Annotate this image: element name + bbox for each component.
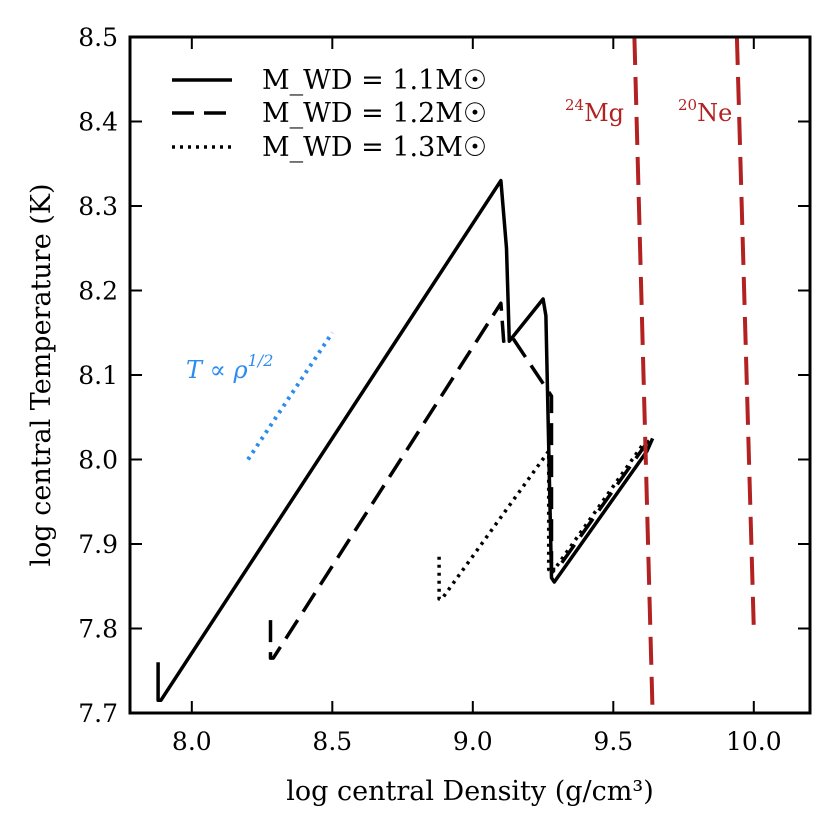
series-line-5 bbox=[246, 331, 334, 461]
plot-background bbox=[130, 37, 810, 713]
y-tick-label: 7.9 bbox=[78, 530, 118, 559]
x-axis-label: log central Density (g/cm³) bbox=[286, 776, 654, 807]
series-line-0 bbox=[156, 178, 655, 703]
y-tick-label: 8.2 bbox=[78, 277, 118, 306]
y-tick-label: 8.4 bbox=[78, 108, 118, 137]
y-tick-label: 7.8 bbox=[78, 615, 118, 644]
series-line-1 bbox=[268, 301, 654, 660]
series-line-3 bbox=[632, 37, 655, 713]
annotation-scaling-sup: 1/2 bbox=[248, 351, 274, 370]
y-tick-label: 8.3 bbox=[78, 192, 118, 221]
y-axis-label: log central Temperature (K) bbox=[26, 183, 57, 566]
x-tick-label: 9.0 bbox=[453, 727, 493, 756]
annotation-scaling-law: T ∝ ρ1/2 bbox=[186, 351, 273, 384]
legend-label-2: M_WD = 1.2M☉ bbox=[262, 98, 487, 129]
x-tick-label: 10.0 bbox=[726, 727, 782, 756]
legend-label-3: M_WD = 1.3M☉ bbox=[262, 132, 487, 163]
y-tick-label: 7.7 bbox=[78, 699, 118, 728]
annotation-24mg-sup: 24 bbox=[565, 96, 584, 114]
annotation-scaling-text: T ∝ ρ bbox=[186, 356, 248, 384]
annotation-20ne-sup: 20 bbox=[678, 96, 697, 114]
legend-label-1: M_WD = 1.1M☉ bbox=[262, 65, 487, 96]
series-line-2 bbox=[437, 441, 646, 601]
y-tick-label: 8.1 bbox=[78, 361, 118, 390]
x-tick-label: 8.5 bbox=[312, 727, 352, 756]
series-line-4 bbox=[734, 37, 756, 629]
annotation-20ne-base: Ne bbox=[697, 99, 732, 127]
annotation-20ne: 20Ne bbox=[678, 96, 732, 127]
y-tick-label: 8.5 bbox=[78, 23, 118, 52]
y-tick-label: 8.0 bbox=[78, 446, 118, 475]
x-tick-label: 9.5 bbox=[593, 727, 633, 756]
annotation-24mg-base: Mg bbox=[584, 99, 624, 127]
x-tick-label: 8.0 bbox=[172, 727, 212, 756]
series-layer bbox=[156, 37, 756, 713]
legend: M_WD = 1.1M☉ M_WD = 1.2M☉ M_WD = 1.3M☉ bbox=[172, 65, 487, 163]
annotation-24mg: 24Mg bbox=[565, 96, 624, 127]
plot-frame bbox=[128, 35, 812, 715]
axis-tick-labels: 8.0 8.5 9.0 9.5 10.0 7.7 7.8 7.9 8.0 8.1 8.2 8.3 8.4… bbox=[78, 23, 781, 756]
